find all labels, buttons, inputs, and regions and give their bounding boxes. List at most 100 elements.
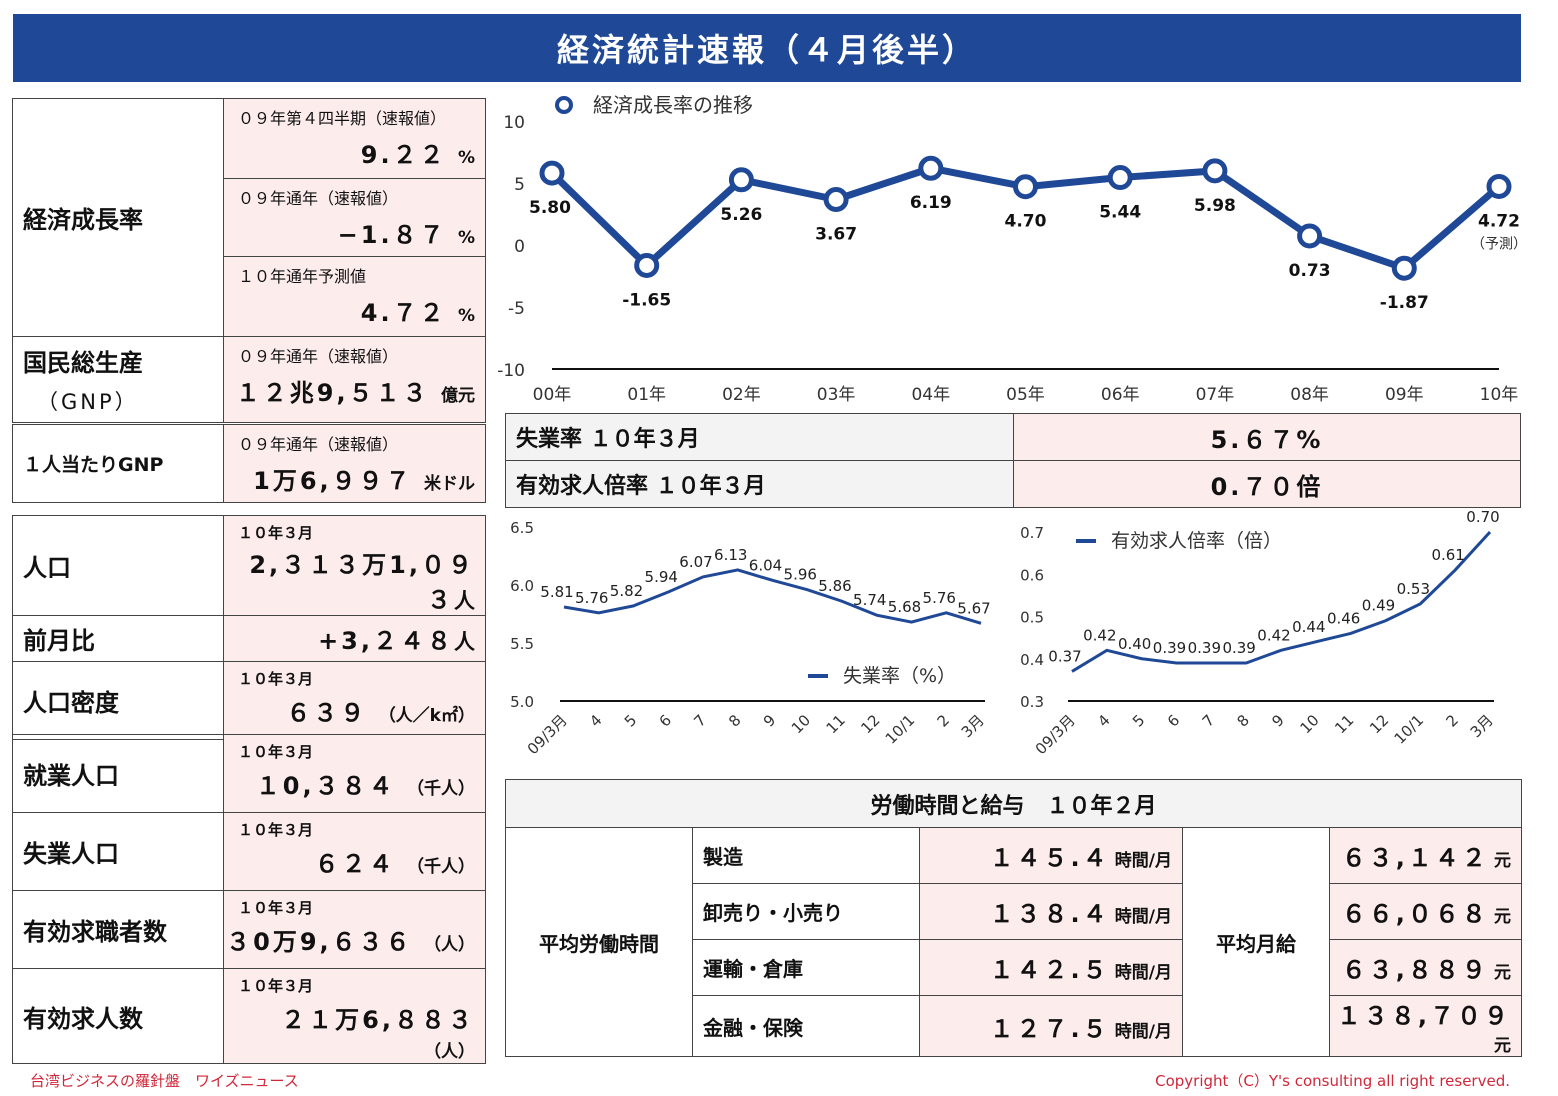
employment-label-2: 有効求職者数	[12, 890, 224, 969]
growth-point	[1391, 255, 1417, 281]
unemp-ytick-label: 6.5	[510, 519, 534, 537]
hours-unit-1: 時間/月	[1114, 907, 1172, 927]
employment-label-1: 失業人口	[12, 812, 224, 891]
gnp-pc-sub: ０９年通年（速報値）	[238, 435, 399, 454]
growth-data-label: 4.72	[1478, 211, 1520, 231]
hours-0: １４５.４	[989, 844, 1110, 872]
wage-cell-1: ６６,０６８ 元	[1329, 883, 1522, 940]
employment-cell-1: １０年３月 ６２４ （千人）	[223, 812, 486, 891]
ratio-data-label: 0.39	[1188, 639, 1221, 657]
footer-left: 台湾ビジネスの羅針盤 ワイズニュース	[30, 1072, 299, 1090]
ratio-data-label: 0.49	[1362, 597, 1395, 615]
unemp-data-label: 5.67	[957, 599, 990, 617]
unemp-xtick-label: 3月	[958, 711, 988, 741]
employment-cell-2: １０年３月 ３0万9,６３６ （人）	[223, 890, 486, 969]
employment-sub-0: １０年３月	[238, 743, 314, 761]
employment-value-1: ６２４	[314, 850, 396, 878]
growth-forecast-annotation: （予測）	[1471, 236, 1527, 252]
unemp-value: 5.６７%	[1013, 413, 1521, 461]
employment-sub-2: １０年３月	[238, 899, 314, 917]
growth-legend-marker	[555, 96, 573, 114]
wage-unit-3: 元	[1494, 1036, 1511, 1056]
mom-cell: +3,２４８人	[223, 615, 486, 662]
growth-ytick-label: 0	[514, 237, 525, 257]
population-cell: １０年３月 2,３１３万1,０９３人	[223, 515, 486, 616]
growth-ytick-label: -10	[497, 361, 525, 381]
ratio-xtick-label: 7	[1199, 711, 1218, 730]
wage-0: ６３,１４２	[1341, 844, 1489, 872]
growth-ytick-label: -5	[508, 299, 525, 319]
ratio-xtick-label: 6	[1164, 711, 1183, 730]
growth-point	[1013, 174, 1038, 200]
unemp-data-label: 5.82	[610, 582, 643, 600]
unemp-ytick-label: 6.0	[510, 577, 534, 595]
employment-unit-1: （千人）	[407, 857, 475, 877]
ratio-legend-label: 有効求人倍率（倍）	[1111, 530, 1282, 552]
employment-cell-3: １０年３月 ２１万6,８８３ （人）	[223, 968, 486, 1064]
wage-3: １３８,７０９	[1336, 1002, 1511, 1030]
unemp-xtick-label: 4	[586, 711, 605, 730]
wage-unit-2: 元	[1494, 963, 1511, 983]
unemp-xtick-label: 10/1	[882, 711, 919, 748]
growth-xtick-label: 06年	[1101, 385, 1140, 405]
gnp-value: １２兆9,５１３	[235, 379, 430, 407]
hours-unit-3: 時間/月	[1114, 1021, 1172, 1042]
gnp-label-cell: 国民総生産 （GNP）	[12, 336, 224, 423]
growth-data-label: 5.80	[529, 198, 571, 218]
mom-unit: 人	[454, 630, 475, 654]
gnp-label: 国民総生産	[23, 349, 143, 377]
unemp-data-label: 5.96	[784, 566, 817, 584]
density-value: ６３９	[286, 699, 368, 727]
unemp-data-label: 5.76	[923, 589, 956, 607]
growth-rate-chart: 10 5 0 -5 -10 経済成長率の推移 5.80 00年 -1.65 01年 5.26 02年 3…	[497, 93, 1527, 405]
growth-forecast-value: 4.７２	[360, 299, 447, 327]
wage-cell-3: １３８,７０９ 元	[1329, 995, 1522, 1057]
wage-unit-0: 元	[1494, 851, 1511, 871]
growth-xtick-label: 10年	[1480, 385, 1519, 405]
growth-data-label: 6.19	[910, 193, 952, 213]
unemp-xtick-label: 10	[788, 711, 814, 737]
employment-label-3: 有効求人数	[12, 968, 224, 1064]
gnp-pc-unit: 米ドル	[424, 474, 475, 494]
unemp-data-label: 6.07	[679, 553, 712, 571]
growth-data-label: 4.70	[1005, 212, 1047, 232]
employment-sub-3: １０年３月	[238, 977, 314, 995]
growth-q4-sub: ０９年第４四半期（速報値）	[238, 109, 447, 128]
growth-forecast-sub: １０年通年予測値	[238, 267, 367, 286]
unemp-data-label: 6.04	[749, 556, 782, 574]
ratio-ytick-label: 0.3	[1020, 693, 1044, 711]
unemp-series-line	[563, 568, 982, 625]
ratio-ytick-label: 0.6	[1020, 566, 1044, 584]
unemp-label: 失業率 １０年３月	[505, 413, 1014, 461]
unemp-xtick-label: 09/3月	[524, 711, 571, 758]
growth-q4-value: 9.２２	[360, 141, 447, 169]
population-unit: 人	[454, 589, 475, 613]
ratio-xtick-label: 4	[1094, 711, 1113, 730]
density-sub: １０年３月	[238, 670, 314, 688]
unemp-legend-label: 失業率（%）	[843, 665, 956, 687]
ratio-data-label: 0.42	[1083, 626, 1116, 644]
wage-unit-1: 元	[1494, 907, 1511, 927]
growth-point	[823, 186, 849, 212]
ratio-xtick-label: 11	[1331, 711, 1357, 737]
employment-label-0: 就業人口	[12, 734, 224, 813]
growth-ytick-label: 5	[514, 175, 525, 195]
growth-row-year: ０９年通年（速報値） −1.８７ %	[223, 178, 486, 257]
hours-cell-0: １４５.４ 時間/月	[919, 827, 1183, 884]
ratio-data-label: 0.61	[1431, 546, 1464, 564]
density-cell: １０年３月 ６３９ （人／k㎡）	[223, 661, 486, 740]
ratio-xtick-label: 12	[1366, 711, 1392, 737]
growth-point	[1486, 173, 1512, 199]
hours-3: １２７.５	[989, 1014, 1110, 1043]
ratio-label: 有効求人倍率 １０年３月	[505, 460, 1014, 508]
growth-data-label: 5.26	[720, 205, 762, 225]
hours-1: １３８.４	[989, 900, 1110, 928]
growth-xtick-label: 04年	[911, 385, 950, 405]
unemp-data-label: 5.76	[575, 589, 608, 607]
population-sub: １０年３月	[238, 524, 314, 542]
wage-2: ６３,８８９	[1341, 956, 1489, 984]
wage-1: ６６,０６８	[1341, 900, 1489, 928]
unemp-data-label: 5.81	[540, 583, 573, 601]
ratio-xtick-label: 5	[1129, 711, 1148, 730]
hours-cell-2: １４２.５ 時間/月	[919, 939, 1183, 996]
